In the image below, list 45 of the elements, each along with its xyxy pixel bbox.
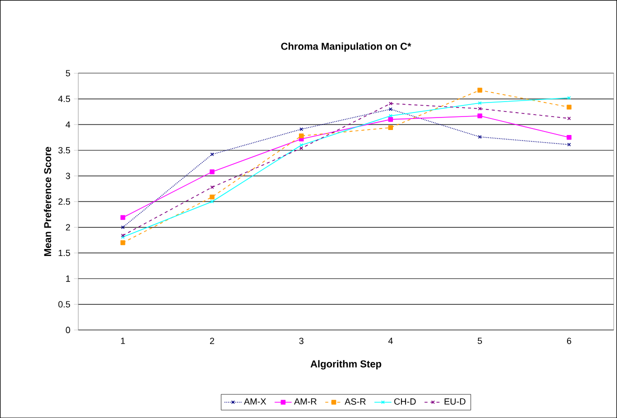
point <box>566 104 572 110</box>
y-tick-label: 4 <box>66 121 70 128</box>
y-tick-label: 1.5 <box>58 250 70 256</box>
x-tick-label: 4 <box>388 338 393 344</box>
chart-title: Chroma Manipulation on C* <box>281 42 412 52</box>
point <box>300 146 304 150</box>
x-axis-title: Algorithm Step <box>310 360 382 370</box>
x-tick-label: 3 <box>299 338 304 344</box>
legend-label: CH-D <box>394 398 416 405</box>
x-tick-label: 1 <box>121 338 125 344</box>
y-tick-label: 3 <box>66 172 70 180</box>
legend-label: AS-R <box>344 398 366 405</box>
y-axis-title: Mean Preference Score <box>44 146 52 256</box>
y-tick-label: 4.5 <box>58 96 70 102</box>
legend-label: AM-R <box>294 398 317 404</box>
point <box>388 116 393 122</box>
point <box>477 88 482 92</box>
point <box>298 133 304 138</box>
point <box>477 113 482 118</box>
y-tick-label: 2 <box>66 224 70 230</box>
y-tick-label: 0 <box>66 326 70 334</box>
x-tick-label: 6 <box>567 338 572 344</box>
point <box>210 194 214 200</box>
x-tick-label: 2 <box>210 338 214 344</box>
legend-label: EU-D <box>444 398 466 405</box>
point <box>300 127 304 131</box>
point <box>210 169 214 174</box>
legend-label: AM-X <box>244 398 266 404</box>
point <box>567 116 571 120</box>
point <box>210 200 214 204</box>
point <box>388 125 393 130</box>
point <box>300 143 304 147</box>
y-tick-label: 1 <box>66 275 70 282</box>
y-tick-label: 3.5 <box>58 146 70 154</box>
y-tick-label: 0.5 <box>58 301 70 308</box>
y-tick-label: 2.5 <box>58 198 70 205</box>
point <box>388 102 392 106</box>
y-tick-label: 5 <box>66 70 70 76</box>
point <box>478 106 482 110</box>
point <box>120 240 126 245</box>
point <box>567 142 571 146</box>
point <box>210 152 214 156</box>
x-tick-label: 5 <box>478 338 482 344</box>
point <box>566 134 572 140</box>
point <box>120 215 126 220</box>
